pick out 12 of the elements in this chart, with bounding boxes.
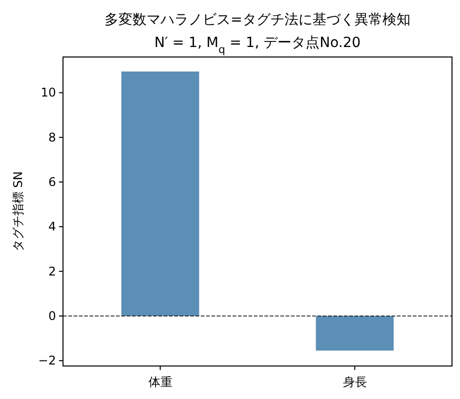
y-tick-label: 6 — [48, 175, 56, 190]
y-tick-label: 8 — [48, 130, 56, 144]
chart-title: 多変数マハラノビス=タグチ法に基づく異常検知 — [104, 12, 410, 28]
y-tick-label: 4 — [48, 220, 56, 234]
chart-subtitle: N′ = 1, M$_{q}$ = 1, データ点No.20 — [154, 35, 361, 56]
y-tick-label: −2 — [38, 354, 56, 368]
y-tick-label: 0 — [48, 308, 56, 323]
y-tick-label: 2 — [48, 264, 56, 278]
y-axis-title: タグチ指標 SN — [11, 171, 25, 252]
y-tick-label: 10 — [40, 86, 56, 100]
x-tick-label: 体重 — [148, 375, 172, 389]
x-tick-label: 身長 — [342, 375, 367, 389]
